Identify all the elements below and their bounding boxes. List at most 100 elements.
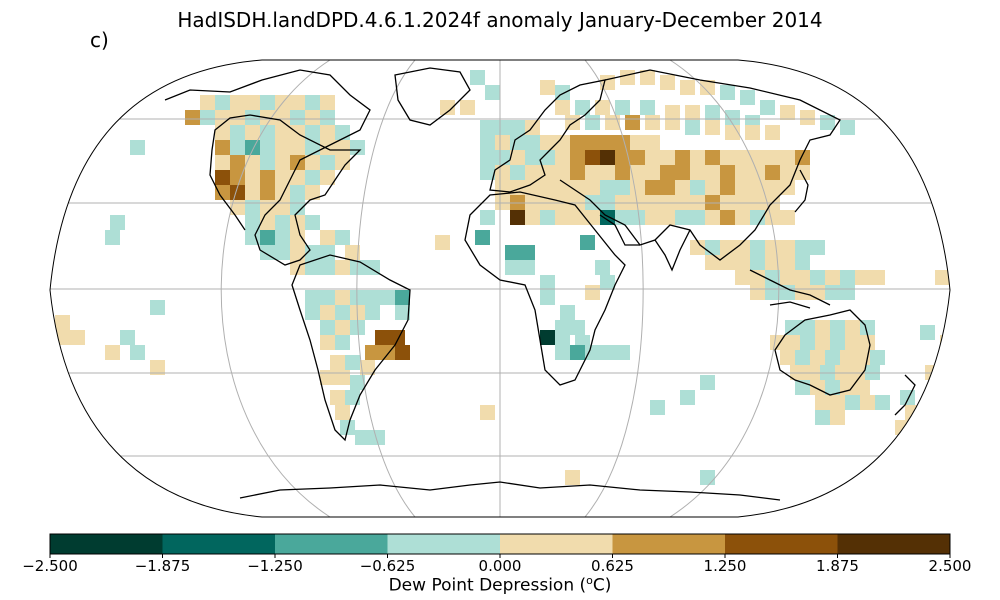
anomaly-cell	[215, 125, 230, 140]
anomaly-cell	[275, 215, 290, 230]
anomaly-cell	[860, 335, 875, 350]
anomaly-cell	[320, 290, 335, 305]
anomaly-cell	[645, 180, 660, 195]
anomaly-cell	[275, 155, 290, 170]
anomaly-cell	[800, 335, 815, 350]
coastlines	[164, 67, 916, 501]
anomaly-cell	[130, 345, 145, 360]
anomaly-cell	[780, 240, 795, 255]
anomaly-cell	[845, 335, 860, 350]
anomaly-cell	[870, 350, 885, 365]
map-title: HadISDH.landDPD.4.6.1.2024f anomaly Janu…	[177, 8, 823, 32]
anomaly-cell	[645, 135, 660, 150]
anomaly-cell	[305, 305, 320, 320]
colorbar-tick-label: −2.500	[22, 557, 78, 575]
anomaly-cell	[505, 260, 520, 275]
colorbar-tick-label: 2.500	[928, 557, 972, 575]
anomaly-cell	[660, 210, 675, 225]
anomaly-cell	[510, 150, 525, 165]
anomaly-cell	[540, 210, 555, 225]
anomaly-cell	[480, 165, 495, 180]
anomaly-cell	[275, 245, 290, 260]
anomaly-cell	[600, 275, 615, 290]
anomaly-cell	[505, 245, 520, 260]
colorbar-tick-label: 1.875	[816, 557, 859, 575]
anomaly-cell	[230, 95, 245, 110]
anomaly-cell	[795, 165, 810, 180]
anomaly-cell	[230, 185, 245, 200]
anomaly-cell	[825, 270, 840, 285]
anomaly-cell	[690, 210, 705, 225]
anomaly-cell	[305, 110, 320, 125]
anomaly-cell	[765, 210, 780, 225]
anomaly-cell	[230, 170, 245, 185]
anomaly-cell	[335, 230, 350, 245]
anomaly-cell	[585, 150, 600, 165]
anomaly-cell	[480, 150, 495, 165]
anomaly-cell	[320, 125, 335, 140]
anomaly-cell	[395, 290, 410, 305]
anomaly-cell	[765, 150, 780, 165]
anomaly-cell	[540, 275, 555, 290]
anomaly-cell	[215, 140, 230, 155]
anomaly-cell	[675, 180, 690, 195]
anomaly-cell	[595, 260, 610, 275]
anomaly-cell	[435, 235, 450, 250]
colorbar-tick-label: −1.250	[247, 557, 303, 575]
anomaly-cell	[795, 350, 810, 365]
anomaly-cell	[345, 355, 360, 370]
anomaly-cell	[320, 155, 335, 170]
anomaly-cell	[555, 100, 570, 115]
anomaly-cell	[750, 270, 765, 285]
anomaly-cell	[345, 390, 360, 405]
anomaly-cell	[845, 395, 860, 410]
anomaly-cell	[555, 345, 570, 360]
anomaly-cell	[480, 405, 495, 420]
anomaly-cell	[260, 200, 275, 215]
anomaly-cell	[720, 165, 735, 180]
anomaly-cell	[230, 140, 245, 155]
anomaly-cell	[615, 150, 630, 165]
anomaly-cell	[780, 150, 795, 165]
anomaly-cell	[320, 230, 335, 245]
anomaly-cell	[350, 140, 365, 155]
anomaly-cell	[795, 270, 810, 285]
anomaly-cell	[320, 260, 335, 275]
anomaly-cell	[735, 180, 750, 195]
anomaly-cell	[120, 330, 135, 345]
graticule	[50, 60, 950, 517]
anomaly-cell	[480, 120, 495, 135]
anomaly-cell	[525, 135, 540, 150]
anomaly-cell	[675, 210, 690, 225]
anomaly-cell	[275, 170, 290, 185]
anomaly-cell	[335, 335, 350, 350]
colorbar-box	[387, 534, 500, 554]
anomaly-cell	[395, 305, 410, 320]
anomaly-cell	[485, 85, 500, 100]
anomaly-cell	[350, 290, 365, 305]
anomaly-cell	[685, 120, 700, 135]
anomaly-cell	[320, 370, 335, 385]
anomaly-cell	[320, 320, 335, 335]
anomaly-cell	[525, 165, 540, 180]
anomaly-cell	[335, 305, 350, 320]
anomaly-cell	[555, 320, 570, 335]
anomaly-cell	[290, 230, 305, 245]
anomaly-cell	[630, 165, 645, 180]
colorbar-label-end: C)	[592, 575, 612, 596]
anomaly-cell	[55, 315, 70, 330]
anomaly-cell	[475, 230, 490, 245]
anomaly-cell	[615, 165, 630, 180]
anomaly-cell	[540, 135, 555, 150]
anomaly-cell	[305, 185, 320, 200]
colorbar-box	[725, 534, 838, 554]
anomaly-cell	[335, 405, 350, 420]
anomaly-cell	[650, 400, 665, 415]
anomaly-cell	[705, 210, 720, 225]
anomaly-cell	[460, 100, 475, 115]
colorbar-box	[50, 534, 163, 554]
anomaly-cell	[705, 105, 720, 120]
anomaly-cell	[555, 165, 570, 180]
anomaly-cell	[735, 255, 750, 270]
anomaly-cell	[600, 150, 615, 165]
